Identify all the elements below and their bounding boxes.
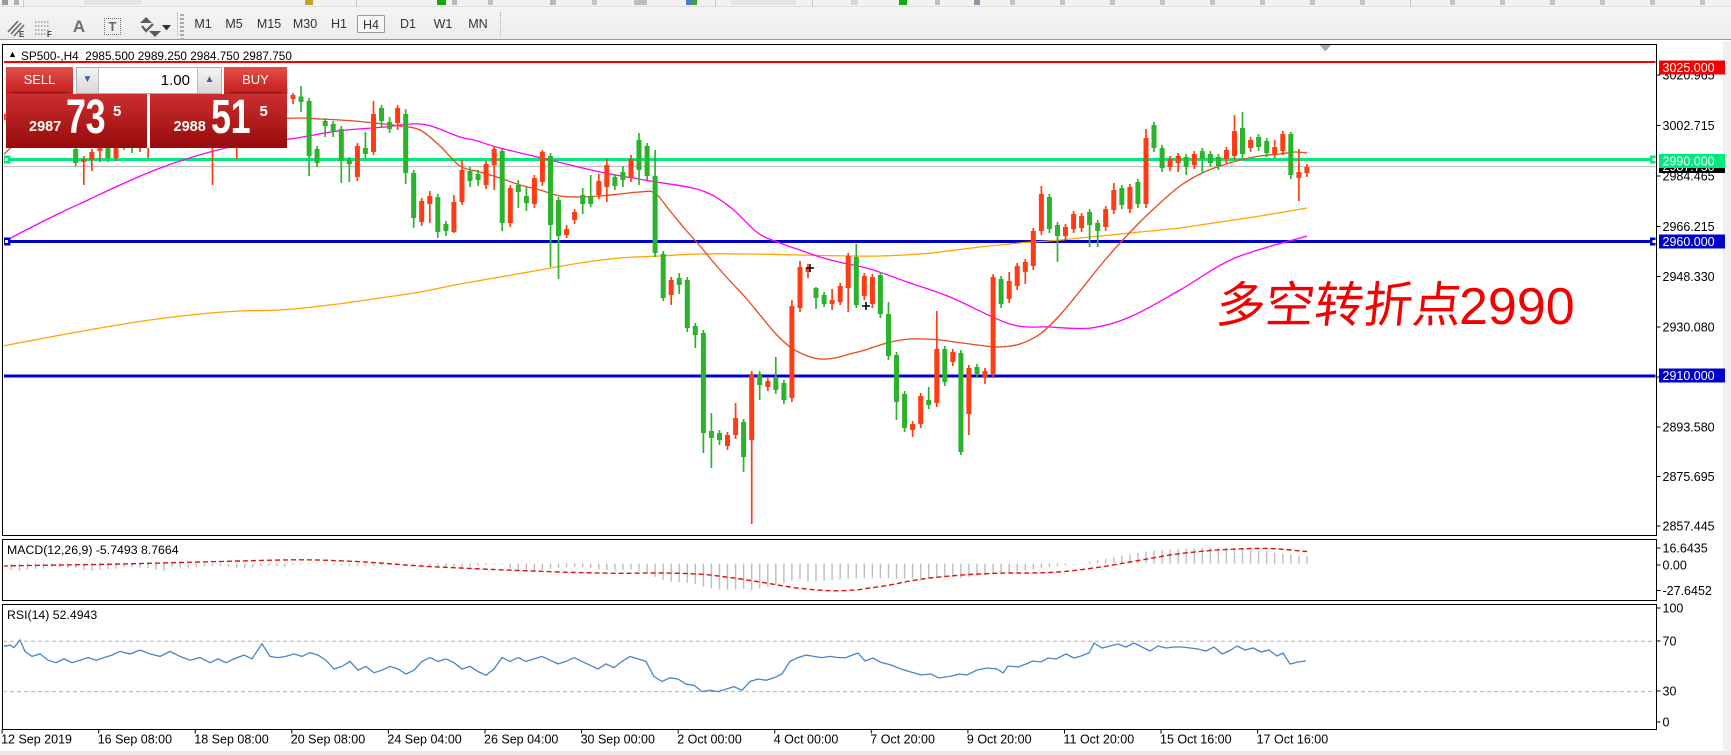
svg-text:70: 70: [1663, 635, 1677, 649]
svg-text:3002.715: 3002.715: [1663, 119, 1715, 133]
svg-text:F: F: [47, 30, 52, 38]
svg-text:2948.330: 2948.330: [1663, 270, 1715, 284]
svg-text:E: E: [19, 30, 25, 38]
svg-text:3025.000: 3025.000: [1663, 61, 1715, 75]
svg-text:11 Oct 20:00: 11 Oct 20:00: [1064, 733, 1135, 747]
svg-text:2910.000: 2910.000: [1663, 369, 1715, 383]
svg-text:RSI(14) 52.4943: RSI(14) 52.4943: [7, 608, 97, 622]
svg-text:100: 100: [1663, 602, 1684, 616]
svg-text:2893.580: 2893.580: [1663, 421, 1715, 435]
svg-text:0.00: 0.00: [1663, 559, 1687, 573]
svg-text:MACD(12,26,9) -5.7493 8.7664: MACD(12,26,9) -5.7493 8.7664: [7, 543, 179, 557]
svg-text:30: 30: [1663, 685, 1677, 699]
svg-text:2990: 2990: [1459, 278, 1575, 336]
svg-text:20 Sep 08:00: 20 Sep 08:00: [291, 733, 365, 747]
svg-text:2875.695: 2875.695: [1663, 470, 1715, 484]
svg-text:24 Sep 04:00: 24 Sep 04:00: [387, 733, 461, 747]
svg-text:17 Oct 16:00: 17 Oct 16:00: [1257, 733, 1329, 747]
svg-text:26 Sep 04:00: 26 Sep 04:00: [484, 733, 558, 747]
svg-text:2857.445: 2857.445: [1663, 520, 1715, 534]
svg-text:2966.215: 2966.215: [1663, 220, 1715, 234]
svg-text:16.6435: 16.6435: [1663, 542, 1708, 556]
svg-text:18 Sep 08:00: 18 Sep 08:00: [194, 733, 268, 747]
svg-text:16 Sep 08:00: 16 Sep 08:00: [98, 733, 172, 747]
svg-text:9 Oct 20:00: 9 Oct 20:00: [967, 733, 1032, 747]
svg-text:2960.000: 2960.000: [1663, 235, 1715, 249]
svg-text:-27.6452: -27.6452: [1663, 584, 1712, 598]
svg-text:4 Oct 00:00: 4 Oct 00:00: [774, 733, 839, 747]
svg-text:2 Oct 00:00: 2 Oct 00:00: [677, 733, 742, 747]
svg-text:30 Sep 00:00: 30 Sep 00:00: [581, 733, 655, 747]
svg-text:2930.080: 2930.080: [1663, 321, 1715, 335]
svg-text:12 Sep 2019: 12 Sep 2019: [1, 733, 72, 747]
svg-text:15 Oct 16:00: 15 Oct 16:00: [1160, 733, 1232, 747]
svg-text:0: 0: [1663, 716, 1670, 730]
svg-text:7 Oct 20:00: 7 Oct 20:00: [870, 733, 935, 747]
svg-text:2990.000: 2990.000: [1663, 155, 1715, 169]
